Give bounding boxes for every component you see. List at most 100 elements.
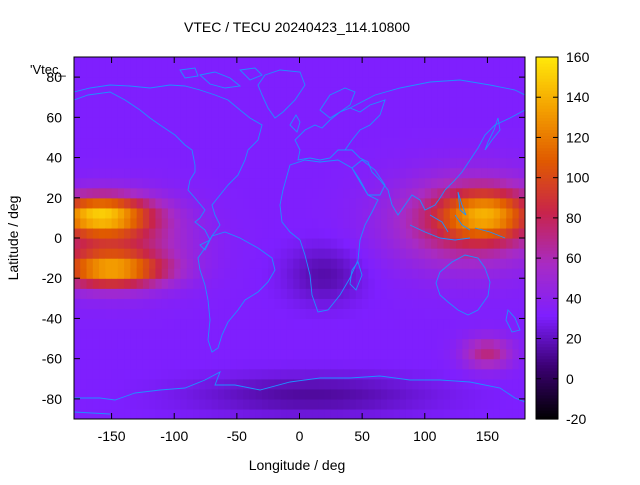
heatmap-cell — [218, 388, 225, 400]
heatmap-cell — [236, 398, 244, 410]
heatmap-cell — [205, 187, 213, 199]
heatmap-cell — [111, 137, 119, 149]
heatmap-cell — [280, 358, 288, 370]
heatmap-cell — [337, 177, 344, 189]
heatmap-cell — [330, 248, 338, 259]
heatmap-cell — [374, 258, 382, 269]
heatmap-cell — [512, 328, 520, 340]
heatmap-cell — [393, 388, 401, 400]
heatmap-cell — [136, 298, 144, 309]
heatmap-cell — [349, 57, 357, 68]
heatmap-cell — [161, 238, 169, 249]
heatmap-cell — [155, 157, 163, 169]
heatmap-cell — [418, 378, 426, 390]
heatmap-cell — [280, 338, 288, 350]
heatmap-cell — [374, 378, 382, 390]
heatmap-cell — [299, 107, 307, 118]
heatmap-cell — [437, 177, 445, 189]
heatmap-cell — [174, 358, 182, 370]
heatmap-cell — [431, 197, 438, 209]
heatmap-cell — [424, 207, 432, 219]
heatmap-cell — [86, 97, 94, 108]
heatmap-cell — [330, 57, 338, 68]
heatmap-cell — [174, 398, 182, 410]
heatmap-cell — [324, 318, 332, 330]
heatmap-cell — [431, 358, 438, 370]
heatmap-cell — [362, 97, 369, 108]
heatmap-cell — [443, 187, 451, 199]
heatmap-cell — [337, 408, 344, 419]
heatmap-cell — [86, 217, 94, 229]
heatmap-cell — [380, 107, 388, 118]
heatmap-cell — [180, 167, 188, 179]
heatmap-cell — [437, 408, 445, 419]
heatmap-cell — [349, 67, 357, 78]
heatmap-cell — [80, 97, 88, 108]
heatmap-cell — [487, 77, 495, 88]
heatmap-cell — [499, 278, 507, 289]
heatmap-cell — [481, 298, 489, 309]
heatmap-cell — [161, 157, 169, 169]
heatmap-cell — [124, 398, 131, 410]
heatmap-cell — [249, 157, 257, 169]
heatmap-cell — [174, 388, 182, 400]
heatmap-cell — [418, 97, 426, 108]
heatmap-cell — [437, 298, 445, 309]
heatmap-cell — [155, 368, 163, 380]
colorbar-segment — [536, 310, 558, 315]
heatmap-cell — [305, 207, 313, 219]
colorbar-segment — [536, 280, 558, 284]
heatmap-cell — [305, 117, 313, 128]
heatmap-cell — [117, 338, 125, 350]
heatmap-cell — [431, 67, 438, 78]
heatmap-cell — [193, 87, 200, 98]
heatmap-cell — [230, 288, 238, 299]
heatmap-cell — [161, 338, 169, 350]
heatmap-cell — [136, 217, 144, 229]
heatmap-cell — [312, 187, 319, 199]
heatmap-cell — [462, 388, 470, 400]
heatmap-cell — [462, 197, 470, 209]
heatmap-cell — [80, 338, 88, 350]
heatmap-cell — [437, 67, 445, 78]
heatmap-cell — [424, 358, 432, 370]
heatmap-cell — [449, 348, 457, 360]
heatmap-cell — [186, 87, 194, 98]
heatmap-cell — [493, 97, 501, 108]
heatmap-cell — [268, 398, 276, 410]
heatmap-cell — [130, 167, 138, 179]
heatmap-cell — [512, 308, 520, 320]
heatmap-cell — [343, 408, 351, 419]
heatmap-cell — [155, 348, 163, 360]
heatmap-cell — [468, 328, 476, 340]
heatmap-cell — [261, 157, 269, 169]
heatmap-cell — [236, 167, 244, 179]
heatmap-cell — [111, 278, 119, 289]
heatmap-cell — [286, 308, 294, 320]
heatmap-cell — [243, 227, 250, 239]
heatmap-cell — [280, 117, 288, 128]
heatmap-cell — [362, 388, 369, 400]
heatmap-cell — [243, 147, 250, 159]
heatmap-cell — [274, 348, 282, 360]
heatmap-cell — [481, 258, 489, 269]
heatmap-cell — [418, 318, 426, 330]
heatmap-cell — [481, 388, 489, 400]
heatmap-cell — [130, 107, 138, 118]
heatmap-cell — [362, 207, 369, 219]
colorbar-segment — [536, 247, 558, 251]
colorbar-segment — [536, 265, 558, 269]
heatmap-cell — [518, 298, 525, 309]
heatmap-cell — [449, 278, 457, 289]
heatmap-cell — [487, 67, 495, 78]
heatmap-cell — [493, 288, 501, 299]
heatmap-cell — [142, 87, 150, 98]
heatmap-cell — [167, 147, 175, 159]
heatmap-cell — [312, 408, 319, 419]
heatmap-cell — [437, 187, 445, 199]
heatmap-cell — [431, 298, 438, 309]
heatmap-cell — [512, 298, 520, 309]
heatmap-cell — [243, 348, 250, 360]
heatmap-cell — [368, 127, 376, 139]
heatmap-cell — [167, 308, 175, 320]
